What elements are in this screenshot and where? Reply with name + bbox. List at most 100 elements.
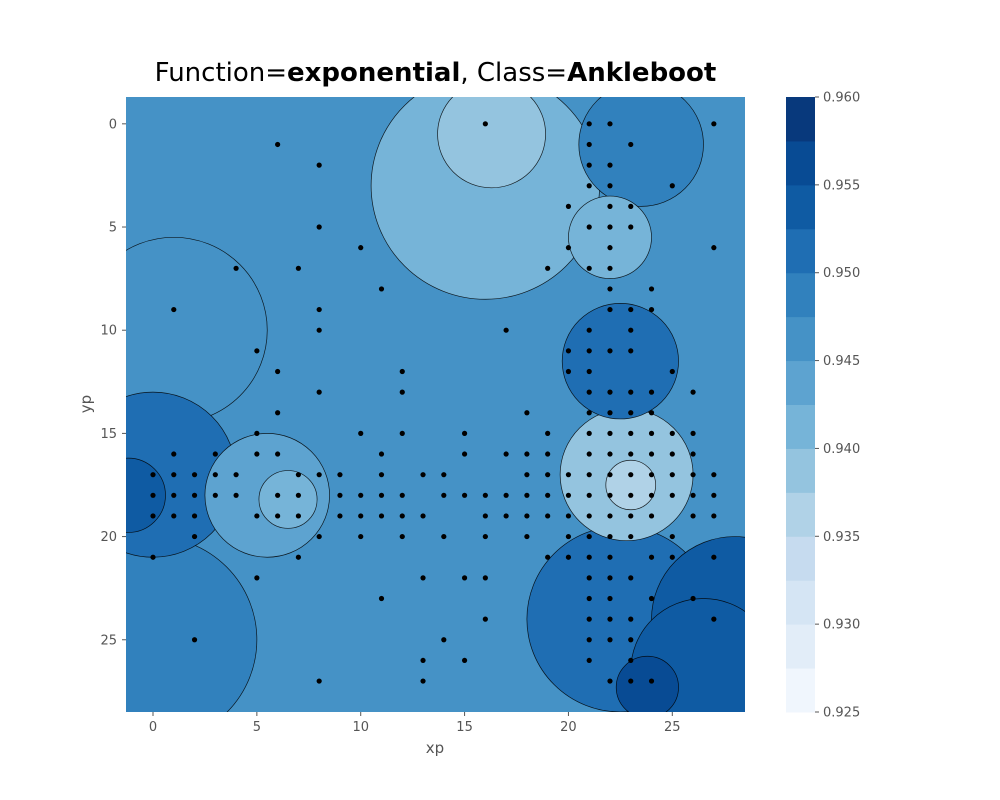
sample-point xyxy=(378,286,385,292)
sample-point xyxy=(482,616,488,622)
colorbar-band xyxy=(786,360,815,405)
sample-point xyxy=(565,513,572,519)
sample-point xyxy=(254,451,260,457)
sample-point xyxy=(171,513,177,519)
sample-point xyxy=(607,554,613,560)
sample-point xyxy=(254,575,260,581)
colorbar-band xyxy=(786,184,815,230)
sample-point xyxy=(607,306,613,313)
sample-point xyxy=(711,616,717,622)
sample-point xyxy=(420,575,426,581)
x-tick-label: 0 xyxy=(149,720,157,735)
sample-point xyxy=(524,533,530,540)
sample-point xyxy=(316,162,322,168)
sample-point xyxy=(295,554,302,560)
contour-fill xyxy=(126,97,745,712)
contour-region-15 xyxy=(258,470,318,529)
sample-point xyxy=(690,513,696,519)
sample-point xyxy=(628,430,634,436)
sample-point xyxy=(586,162,592,168)
colorbar-band xyxy=(786,492,815,537)
sample-point xyxy=(420,678,426,684)
y-tick-label: 25 xyxy=(100,633,117,648)
sample-point xyxy=(358,430,364,436)
sample-point xyxy=(711,121,717,127)
sample-point xyxy=(565,203,572,209)
colorbar-band xyxy=(786,624,815,669)
colorbar-tick-label: 0.935 xyxy=(823,530,860,545)
sample-point xyxy=(586,595,592,602)
contour-region-12 xyxy=(568,195,652,279)
title-class-name: Ankleboot xyxy=(567,58,717,88)
sample-point xyxy=(378,451,385,457)
sample-point xyxy=(648,306,655,313)
sample-point xyxy=(275,451,281,457)
sample-point xyxy=(586,121,592,127)
sample-point xyxy=(586,348,592,354)
sample-point xyxy=(524,492,530,498)
sample-point xyxy=(295,472,302,478)
sample-point xyxy=(399,492,405,498)
sample-point xyxy=(648,472,655,478)
sample-point xyxy=(648,678,655,684)
colorbar-tick-label: 0.940 xyxy=(823,442,860,457)
colorbar-band xyxy=(786,272,815,318)
sample-point xyxy=(399,513,405,519)
sample-point xyxy=(586,265,592,271)
sample-point xyxy=(565,348,572,354)
sample-point xyxy=(191,513,198,519)
sample-point xyxy=(607,492,613,498)
sample-point xyxy=(628,616,634,622)
sample-point xyxy=(233,492,239,498)
sample-point xyxy=(628,492,634,498)
sample-point xyxy=(648,554,655,560)
sample-point xyxy=(711,492,717,498)
sample-point xyxy=(628,678,634,684)
sample-point xyxy=(461,451,468,457)
sample-point xyxy=(711,554,717,560)
sample-point xyxy=(628,327,634,333)
sample-point xyxy=(482,513,488,519)
sample-point xyxy=(441,637,447,643)
sample-point xyxy=(628,533,634,540)
sample-point xyxy=(524,513,530,519)
sample-point xyxy=(295,265,302,271)
y-tick-label: 10 xyxy=(100,324,117,339)
sample-point xyxy=(275,492,281,498)
sample-point xyxy=(565,554,572,560)
sample-point xyxy=(545,451,551,457)
sample-point xyxy=(191,533,198,540)
sample-point xyxy=(586,368,592,375)
sample-point xyxy=(628,389,634,395)
sample-point xyxy=(565,368,572,375)
contour-region-16 xyxy=(605,459,657,511)
contour-region-9 xyxy=(578,97,704,207)
colorbar-band xyxy=(786,404,815,449)
sample-point xyxy=(669,554,675,560)
sample-point xyxy=(316,678,322,684)
sample-points xyxy=(150,121,717,684)
sample-point xyxy=(669,451,675,457)
sample-point xyxy=(607,224,613,230)
sample-point xyxy=(628,224,634,230)
sample-point xyxy=(565,533,572,540)
sample-point xyxy=(503,327,509,333)
contour-region-10 xyxy=(561,303,679,420)
sample-point xyxy=(648,389,655,395)
sample-point xyxy=(461,492,468,498)
sample-point xyxy=(275,410,281,416)
x-tick-label: 10 xyxy=(352,720,369,735)
axes: 0 5 10 15 20 25 0 5 10 15 20 25 xyxy=(100,117,680,735)
sample-point xyxy=(399,368,405,375)
sample-point xyxy=(648,451,655,457)
sample-point xyxy=(358,245,364,251)
sample-point xyxy=(212,492,218,498)
sample-point xyxy=(378,513,385,519)
sample-point xyxy=(669,533,675,540)
sample-point xyxy=(648,492,655,498)
colorbar-tick-label: 0.945 xyxy=(823,354,860,369)
sample-point xyxy=(586,410,592,416)
sample-point xyxy=(628,203,634,209)
sample-point xyxy=(669,430,675,436)
sample-point xyxy=(711,245,717,251)
